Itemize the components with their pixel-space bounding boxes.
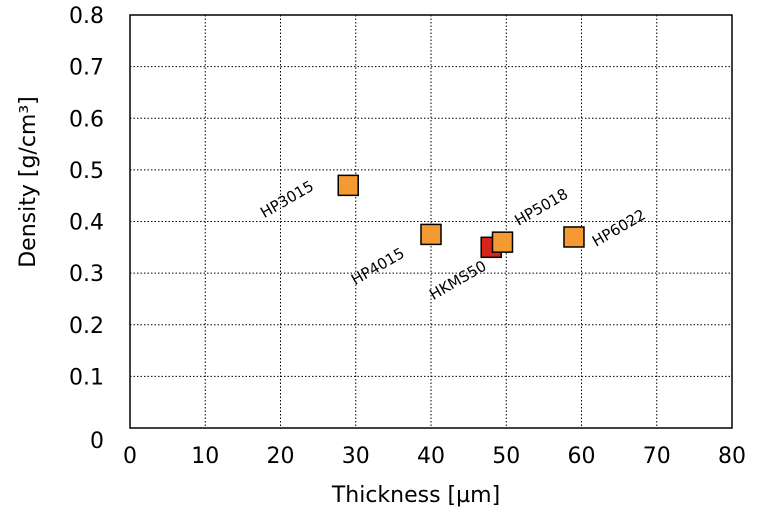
y-tick-label: 0.1: [69, 365, 104, 390]
grid-lines: [130, 15, 732, 428]
y-tick-label: 0.6: [69, 107, 104, 132]
y-axis-label: Density [g/cm³]: [16, 96, 41, 268]
data-point-label: HKMS50: [426, 257, 489, 304]
y-tick-label: 0: [90, 429, 104, 454]
y-axis-ticks: 0 0.1 0.2 0.3 0.4 0.5 0.6 0.7 0.8: [69, 4, 104, 454]
data-point-marker: [491, 231, 514, 253]
y-tick-label: 0.3: [69, 262, 104, 287]
x-tick-label: 20: [267, 444, 295, 469]
x-tick-label: 60: [568, 444, 596, 469]
data-point-label: HP4015: [348, 244, 408, 289]
point-labels: HP3015 HP4015 HKMS50 HP5018 HP6022: [257, 177, 648, 304]
data-point-marker: [337, 174, 359, 197]
y-tick-label: 0.4: [69, 211, 104, 236]
x-axis-ticks: 0 10 20 30 40 50 60 70 80: [123, 444, 746, 469]
data-point-label: HP5018: [511, 185, 571, 230]
x-tick-label: 10: [191, 444, 219, 469]
data-point-label: HP3015: [257, 177, 317, 222]
plot-area: [129, 14, 733, 429]
x-tick-label: 80: [718, 444, 746, 469]
x-tick-label: 30: [342, 444, 370, 469]
x-tick-label: 50: [492, 444, 520, 469]
data-point-marker: [420, 223, 442, 246]
data-points: [337, 174, 585, 259]
x-tick-label: 70: [643, 444, 671, 469]
y-tick-label: 0.8: [69, 4, 104, 29]
y-tick-label: 0.7: [69, 56, 104, 81]
data-point-label: HP6022: [589, 206, 649, 251]
x-tick-label: 40: [417, 444, 445, 469]
x-axis-label: Thickness [µm]: [331, 483, 500, 508]
x-tick-label: 0: [123, 444, 137, 469]
data-point-marker: [563, 226, 585, 248]
y-tick-label: 0.5: [69, 159, 104, 184]
y-tick-label: 0.2: [69, 314, 104, 339]
